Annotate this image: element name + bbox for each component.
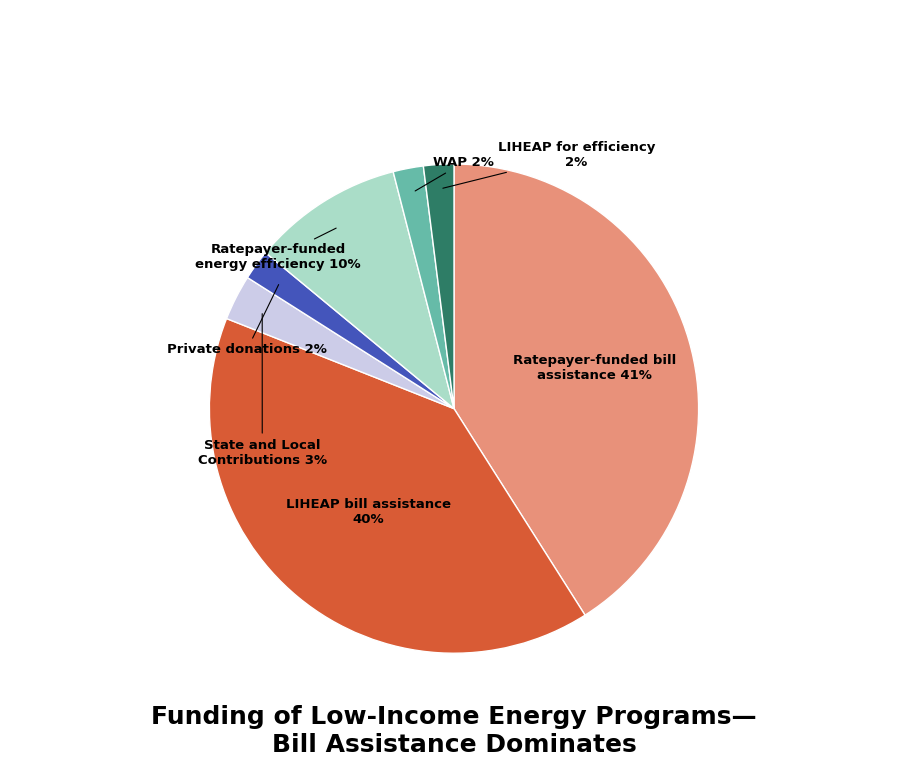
Text: LIHEAP for efficiency
2%: LIHEAP for efficiency 2% — [443, 141, 655, 188]
Wedge shape — [423, 164, 454, 408]
Wedge shape — [454, 164, 698, 615]
Text: Funding of Low-Income Energy Programs—
Bill Assistance Dominates: Funding of Low-Income Energy Programs— B… — [152, 705, 756, 757]
Wedge shape — [393, 166, 454, 408]
Text: State and Local
Contributions 3%: State and Local Contributions 3% — [198, 314, 327, 466]
Text: Ratepayer-funded bill
assistance 41%: Ratepayer-funded bill assistance 41% — [513, 354, 676, 382]
Wedge shape — [248, 252, 454, 408]
Wedge shape — [227, 278, 454, 408]
Text: LIHEAP bill assistance
40%: LIHEAP bill assistance 40% — [286, 499, 450, 526]
Text: Ratepayer-funded
energy efficiency 10%: Ratepayer-funded energy efficiency 10% — [195, 228, 361, 271]
Text: WAP 2%: WAP 2% — [415, 156, 494, 191]
Wedge shape — [265, 172, 454, 408]
Wedge shape — [210, 318, 585, 653]
Text: Private donations 2%: Private donations 2% — [167, 285, 327, 357]
